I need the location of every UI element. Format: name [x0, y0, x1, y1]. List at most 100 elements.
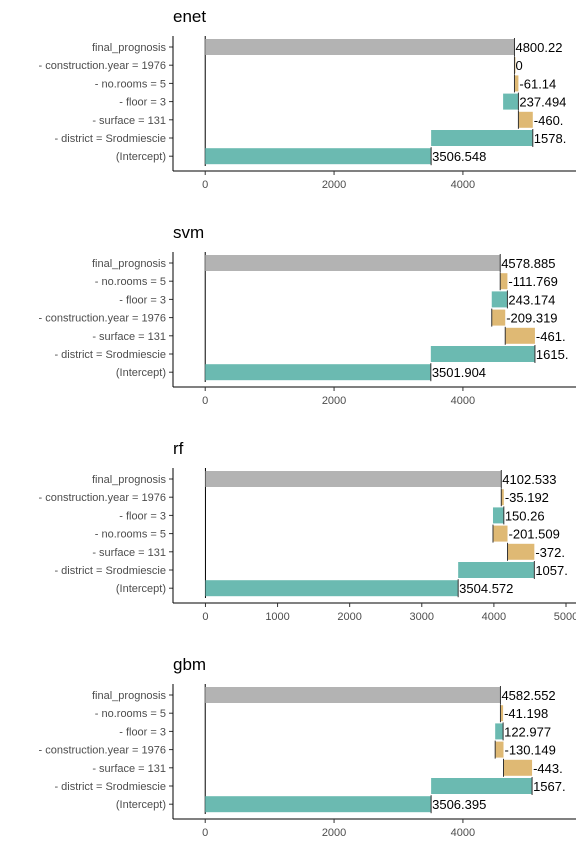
category-label: - district = Srodmiescie: [54, 781, 166, 793]
value-label: -443.: [533, 761, 563, 776]
bar-gbm-0: [205, 687, 501, 703]
value-label: -372.: [535, 545, 565, 560]
value-label: 243.174: [508, 292, 555, 307]
category-label: - surface = 131: [92, 115, 166, 127]
category-label: (Intercept): [116, 799, 166, 811]
value-label: 4578.885: [501, 256, 555, 271]
category-label: - no.rooms = 5: [95, 78, 166, 90]
x-tick-label: 4000: [451, 179, 475, 191]
bar-gbm-3: [495, 741, 504, 758]
panel-title-svm: svm: [173, 223, 204, 242]
category-label: - surface = 131: [92, 547, 166, 559]
x-tick-label: 4000: [451, 827, 475, 839]
value-label: 3504.572: [459, 581, 513, 596]
value-label: 3501.904: [432, 365, 486, 380]
x-tick-label: 4000: [451, 395, 475, 407]
category-label: - floor = 3: [119, 97, 166, 109]
bar-enet-5: [431, 130, 533, 146]
x-tick-label: 5000: [554, 611, 576, 623]
panel-title-rf: rf: [173, 439, 184, 458]
category-label: final_prognosis: [92, 42, 166, 54]
category-label: - floor = 3: [119, 726, 166, 738]
value-label: 150.26: [505, 508, 545, 523]
category-label: - construction.year = 1976: [39, 60, 167, 72]
category-label: - floor = 3: [119, 510, 166, 522]
panel-title-enet: enet: [173, 7, 206, 26]
category-label: - no.rooms = 5: [95, 529, 166, 541]
value-label: 3506.548: [432, 149, 486, 164]
x-tick-label: 3000: [410, 611, 434, 623]
value-label: 237.494: [519, 95, 566, 110]
bar-svm-4: [505, 327, 535, 344]
bar-svm-2: [491, 291, 508, 308]
value-label: -41.198: [504, 706, 548, 721]
x-tick-label: 2000: [322, 827, 346, 839]
bar-gbm-5: [431, 778, 533, 794]
category-label: - surface = 131: [92, 763, 166, 775]
category-label: - floor = 3: [119, 294, 166, 306]
bar-enet-2: [514, 75, 519, 92]
value-label: 0: [515, 58, 522, 73]
value-label: 1567.: [533, 779, 566, 794]
value-label: -35.192: [505, 490, 549, 505]
bar-svm-5: [430, 346, 535, 362]
value-label: 122.977: [504, 724, 551, 739]
category-label: - district = Srodmiescie: [54, 133, 166, 145]
value-label: 1057.: [535, 563, 568, 578]
category-label: - district = Srodmiescie: [54, 565, 166, 577]
bar-svm-3: [491, 309, 506, 326]
bar-enet-6: [205, 148, 432, 165]
x-tick-label: 0: [202, 611, 208, 623]
category-label: - no.rooms = 5: [95, 276, 166, 288]
x-tick-label: 0: [202, 395, 208, 407]
category-label: final_prognosis: [92, 474, 166, 486]
category-label: - construction.year = 1976: [39, 313, 167, 325]
bar-rf-0: [205, 471, 502, 487]
x-tick-label: 4000: [482, 611, 506, 623]
bar-svm-0: [205, 255, 501, 271]
bar-rf-5: [458, 562, 535, 578]
bar-rf-4: [507, 543, 535, 560]
bar-gbm-2: [495, 723, 504, 740]
x-tick-label: 1000: [265, 611, 289, 623]
value-label: -61.14: [519, 76, 556, 91]
x-tick-label: 2000: [337, 611, 361, 623]
bar-rf-3: [492, 525, 508, 542]
panel-title-gbm: gbm: [173, 655, 206, 674]
value-label: -461.: [536, 329, 566, 344]
bar-gbm-4: [503, 759, 533, 776]
bar-rf-6: [205, 580, 459, 597]
category-label: (Intercept): [116, 151, 166, 163]
category-label: - surface = 131: [92, 331, 166, 343]
x-tick-label: 0: [202, 179, 208, 191]
value-label: 1615.: [536, 347, 569, 362]
bar-gbm-1: [500, 705, 504, 722]
category-label: - district = Srodmiescie: [54, 349, 166, 361]
category-label: final_prognosis: [92, 258, 166, 270]
bar-svm-1: [500, 273, 508, 290]
value-label: 3506.395: [432, 797, 486, 812]
value-label: -209.319: [506, 311, 557, 326]
category-label: - no.rooms = 5: [95, 708, 166, 720]
value-label: 4102.533: [502, 472, 556, 487]
value-label: -460.: [534, 113, 564, 128]
bar-gbm-6: [205, 796, 432, 813]
value-label: 1578.: [534, 131, 567, 146]
value-label: -201.509: [509, 527, 560, 542]
category-label: (Intercept): [116, 583, 166, 595]
bar-enet-4: [518, 111, 533, 128]
bar-enet-3: [503, 93, 519, 110]
x-tick-label: 2000: [322, 179, 346, 191]
bar-enet-0: [205, 39, 515, 55]
value-label: -111.769: [508, 274, 557, 289]
value-label: 4582.552: [501, 688, 555, 703]
bar-svm-6: [205, 364, 431, 381]
bar-rf-1: [501, 489, 504, 506]
x-tick-label: 0: [202, 827, 208, 839]
bar-rf-2: [492, 507, 504, 524]
value-label: 4800.22: [515, 40, 562, 55]
category-label: - construction.year = 1976: [39, 745, 167, 757]
category-label: final_prognosis: [92, 690, 166, 702]
category-label: (Intercept): [116, 367, 166, 379]
